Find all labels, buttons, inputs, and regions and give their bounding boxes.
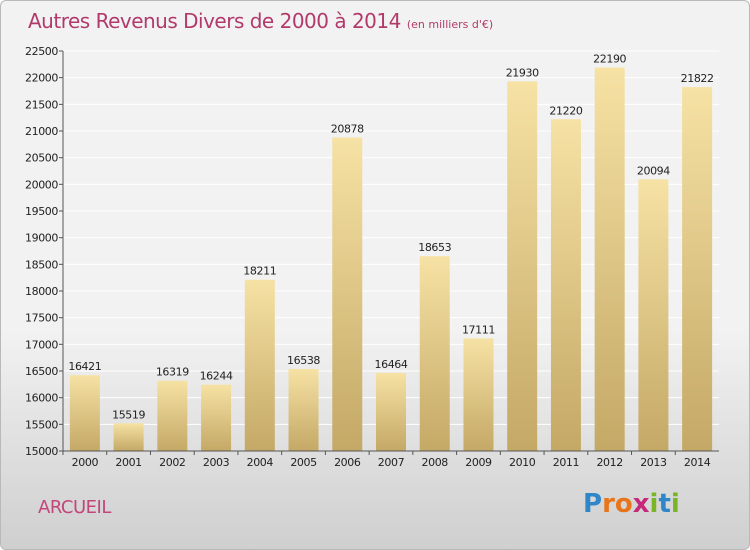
bar-2012 bbox=[594, 67, 625, 452]
bar-2011 bbox=[550, 119, 581, 452]
y-tick-label: 21500 bbox=[25, 98, 58, 111]
y-tick-label: 16500 bbox=[25, 365, 58, 378]
bar-2014 bbox=[682, 87, 713, 451]
y-tick-label: 22000 bbox=[25, 72, 58, 85]
y-tick-label: 17500 bbox=[25, 312, 58, 325]
bar-2001 bbox=[113, 423, 144, 451]
x-tick-label: 2005 bbox=[290, 456, 317, 469]
axes: 15000 15500 16000 16500 17000 17500 18000 18500… bbox=[25, 45, 719, 469]
bar-2009 bbox=[463, 338, 494, 451]
x-tick-label: 2001 bbox=[115, 456, 141, 469]
bar-value-label: 17111 bbox=[462, 323, 495, 336]
town-name: ARCUEIL bbox=[38, 497, 111, 518]
x-tick-label: 2008 bbox=[422, 456, 449, 469]
y-tick-label: 18500 bbox=[25, 258, 58, 271]
y-tick-label: 15500 bbox=[25, 418, 58, 431]
bar-2002 bbox=[157, 380, 188, 451]
proxiti-logo: Proxiti bbox=[583, 489, 680, 519]
x-tick-label: 2012 bbox=[596, 456, 622, 469]
x-tick-label: 2000 bbox=[72, 456, 99, 469]
x-tick-label: 2002 bbox=[159, 456, 185, 469]
y-tick-label: 19500 bbox=[25, 205, 58, 218]
logo-letter: i bbox=[649, 489, 659, 519]
logo-letter: r bbox=[602, 489, 615, 519]
y-tick-label: 21000 bbox=[25, 125, 58, 138]
bars: 16421 15519 16319 16244 18211 16538 20878 16464… bbox=[68, 53, 714, 452]
bar-value-label: 16319 bbox=[156, 366, 189, 379]
bar-value-label: 16244 bbox=[200, 370, 233, 383]
x-tick-label: 2003 bbox=[203, 456, 230, 469]
bar-value-label: 15519 bbox=[112, 408, 145, 421]
chart-title-main: Autres Revenus Divers de 2000 à 2014 bbox=[28, 9, 401, 33]
bar-value-label: 21822 bbox=[681, 72, 714, 85]
x-tick-label: 2014 bbox=[684, 456, 711, 469]
bar-value-label: 16538 bbox=[287, 354, 320, 367]
bar-value-label: 18653 bbox=[418, 241, 451, 254]
x-tick-label: 2013 bbox=[640, 456, 667, 469]
bar-2000 bbox=[69, 375, 100, 451]
y-tick-label: 17000 bbox=[25, 338, 58, 351]
x-tick-label: 2006 bbox=[334, 456, 361, 469]
y-tick-label: 18000 bbox=[25, 285, 58, 298]
x-tick-label: 2009 bbox=[465, 456, 492, 469]
bar-2004 bbox=[244, 279, 275, 451]
bar-value-label: 18211 bbox=[243, 265, 276, 278]
bar-2013 bbox=[638, 179, 669, 451]
y-tick-label: 20000 bbox=[25, 178, 58, 191]
logo-letter: i bbox=[670, 489, 680, 519]
bar-2007 bbox=[376, 372, 406, 451]
bar-value-label: 16421 bbox=[68, 360, 101, 373]
bar-value-label: 20094 bbox=[637, 164, 670, 177]
bar-value-label: 20878 bbox=[331, 123, 364, 136]
bar-2008 bbox=[419, 256, 450, 451]
logo-letter: o bbox=[614, 489, 633, 519]
y-tick-label: 15000 bbox=[25, 445, 58, 458]
y-tick-label: 19000 bbox=[25, 232, 58, 245]
logo-letter: x bbox=[632, 489, 650, 519]
bar-2003 bbox=[201, 384, 232, 451]
y-tick-label: 20500 bbox=[25, 152, 58, 165]
bar-value-label: 21220 bbox=[549, 104, 582, 117]
logo-letter: P bbox=[583, 489, 603, 519]
y-tick-label: 22500 bbox=[25, 45, 58, 58]
bar-2005 bbox=[288, 368, 319, 451]
y-tick-label: 16000 bbox=[25, 392, 58, 405]
x-tick-label: 2010 bbox=[509, 456, 536, 469]
logo-letter: t bbox=[658, 489, 671, 519]
x-tick-label: 2007 bbox=[378, 456, 405, 469]
chart-title: Autres Revenus Divers de 2000 à 2014 (en … bbox=[28, 9, 493, 33]
bar-value-label: 21930 bbox=[506, 66, 539, 79]
x-tick-label: 2011 bbox=[553, 456, 579, 469]
x-tick-label: 2004 bbox=[247, 456, 274, 469]
bar-value-label: 22190 bbox=[593, 53, 626, 66]
bar-2006 bbox=[332, 137, 363, 452]
bar-value-label: 16464 bbox=[375, 358, 408, 371]
chart-subtitle: (en milliers d'€) bbox=[406, 18, 494, 31]
bar-2010 bbox=[507, 81, 538, 452]
